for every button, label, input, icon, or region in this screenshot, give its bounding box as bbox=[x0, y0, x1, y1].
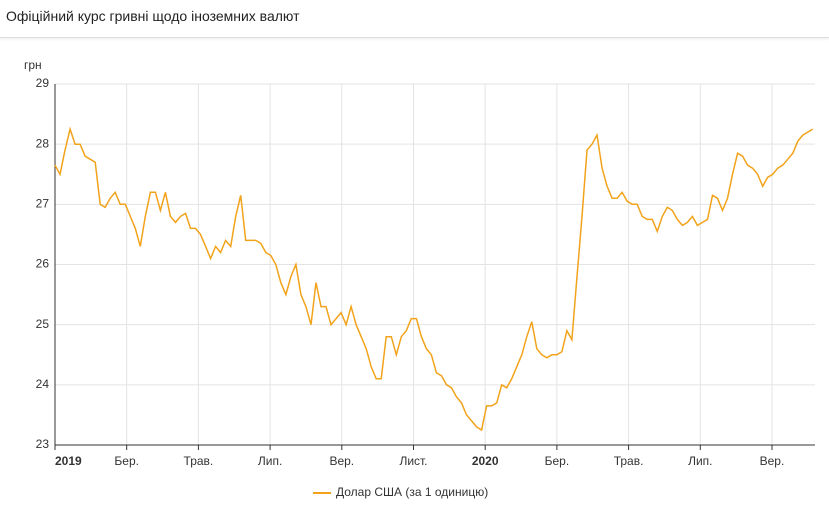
y-tick-label: 23 bbox=[36, 437, 50, 451]
y-tick-label: 28 bbox=[36, 136, 50, 150]
y-tick-label: 27 bbox=[36, 197, 50, 211]
x-tick-label: 2020 bbox=[472, 454, 499, 468]
x-tick-label: Трав. bbox=[184, 454, 214, 468]
y-tick-label: 25 bbox=[36, 317, 50, 331]
y-tick-label: 29 bbox=[36, 76, 50, 90]
chart: грн 23 24 25 26 27 28 29 2019 Бер. Трав. Лип. Вер. Л… bbox=[24, 58, 815, 499]
x-tick-label: Лип. bbox=[258, 454, 282, 468]
x-tick-label: Лип. bbox=[688, 454, 712, 468]
x-tick-label: Вер. bbox=[760, 454, 785, 468]
x-tick-label: Лист. bbox=[399, 454, 427, 468]
x-tick-label: Трав. bbox=[614, 454, 644, 468]
y-tick-label: 26 bbox=[36, 257, 50, 271]
x-tick-label: Бер. bbox=[114, 454, 139, 468]
data-line bbox=[54, 126, 814, 432]
y-tick-label: 24 bbox=[36, 377, 50, 391]
x-tick-label: Бер. bbox=[545, 454, 570, 468]
y-axis-label: грн bbox=[24, 58, 42, 72]
page-title: Офіційний курс гривні щодо іноземних вал… bbox=[6, 8, 300, 24]
x-tick-label: 2019 bbox=[55, 454, 82, 468]
legend-label: Долар США (за 1 одиницю) bbox=[336, 485, 488, 499]
x-tick-label: Вер. bbox=[329, 454, 354, 468]
header: Офіційний курс гривні щодо іноземних вал… bbox=[0, 0, 829, 38]
